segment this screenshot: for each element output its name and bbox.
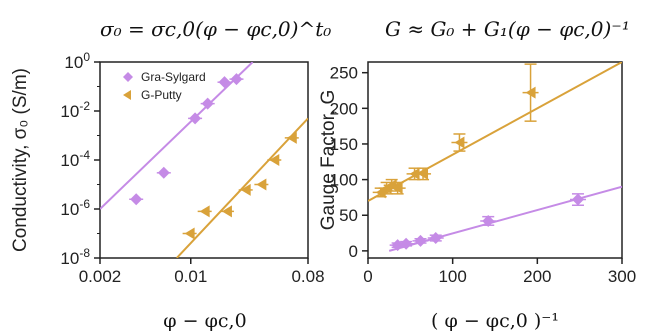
legend-label-gra-sylgard: Gra-Sylgard <box>141 70 206 84</box>
data-point <box>221 205 232 218</box>
data-point <box>571 193 584 206</box>
legend-marker-g-putty <box>123 90 131 100</box>
chart1-marks <box>129 73 299 240</box>
legend-marker-gra-sylgard <box>123 72 133 82</box>
legend-label-g-putty: G-Putty <box>141 88 182 102</box>
data-point <box>269 154 280 166</box>
x-tick-label: 100 <box>438 267 466 286</box>
x-tick-label: 300 <box>608 267 636 286</box>
chart2: 0 50 100 150 200 250 0 100 200 300 Gauge Factor, … <box>318 61 637 332</box>
y-tick-label: 150 <box>330 135 358 154</box>
chart2-xlabel: ( φ − φc,0 )⁻¹ <box>431 310 559 332</box>
data-point <box>199 205 210 218</box>
chart1-legend: Gra-Sylgard G-Putty <box>123 70 206 102</box>
data-point <box>130 193 143 206</box>
chart1-xlabel: φ − φc,0 <box>163 310 246 332</box>
chart2-marks <box>372 63 586 252</box>
chart1-axes: 100 10-2 10-4 10-6 10-80.002 0.01 0.08 <box>60 50 324 286</box>
data-point <box>230 73 243 86</box>
data-point <box>414 234 427 247</box>
x-tick-label: 200 <box>523 267 551 286</box>
data-point <box>454 136 465 149</box>
data-point <box>201 97 214 110</box>
chart2-frame <box>367 61 623 259</box>
y-tick-label: 10-2 <box>60 99 90 121</box>
y-tick-label: 100 <box>330 171 358 190</box>
data-point <box>286 131 297 144</box>
chart2-ylabel: Gauge Factor, G <box>318 90 339 230</box>
x-tick-label: 0 <box>363 267 372 286</box>
chart1-fits <box>100 62 308 258</box>
y-tick-label: 10-4 <box>60 148 90 170</box>
data-point <box>240 183 251 196</box>
fit-line-g-putty <box>176 117 308 258</box>
chart2-fits <box>368 62 622 252</box>
data-point <box>418 167 429 180</box>
data-point <box>409 167 420 180</box>
data-point <box>375 186 386 199</box>
data-point <box>256 178 267 191</box>
y-tick-label: 200 <box>330 99 358 118</box>
x-tick-label: 0.08 <box>291 267 324 286</box>
data-point <box>392 182 403 195</box>
chart1: 100 10-2 10-4 10-6 10-80.002 0.01 0.08 Conduct… <box>10 50 325 332</box>
y-tick-label: 0 <box>349 242 358 261</box>
x-tick-label: 0.01 <box>174 267 207 286</box>
y-tick-label: 100 <box>64 50 90 72</box>
data-point <box>218 76 231 89</box>
fit-line-gra-sylgard <box>100 62 254 210</box>
data-point <box>184 227 195 240</box>
chart1-ylabel: Conductivity, σ₀ (S/m) <box>10 68 31 252</box>
fit-line-g-putty <box>368 62 622 202</box>
data-point <box>429 232 442 245</box>
data-point <box>157 166 170 179</box>
x-tick-label: 0.002 <box>79 267 122 286</box>
y-tick-label: 10-6 <box>60 197 90 219</box>
chart2-title: G ≈ G₀ + G₁(φ − φc,0)⁻¹ <box>385 17 630 41</box>
data-point <box>482 214 495 227</box>
chart2-axes: 0 50 100 150 200 250 0 100 200 300 <box>330 64 637 286</box>
data-point <box>189 112 202 125</box>
data-point <box>525 86 536 99</box>
chart1-title: σ₀ = σc,0(φ − φc,0)^t₀ <box>100 17 331 41</box>
y-tick-label: 250 <box>330 64 358 83</box>
y-tick-label: 50 <box>339 206 358 225</box>
data-point <box>400 237 413 250</box>
y-tick-label: 10-8 <box>60 246 90 268</box>
